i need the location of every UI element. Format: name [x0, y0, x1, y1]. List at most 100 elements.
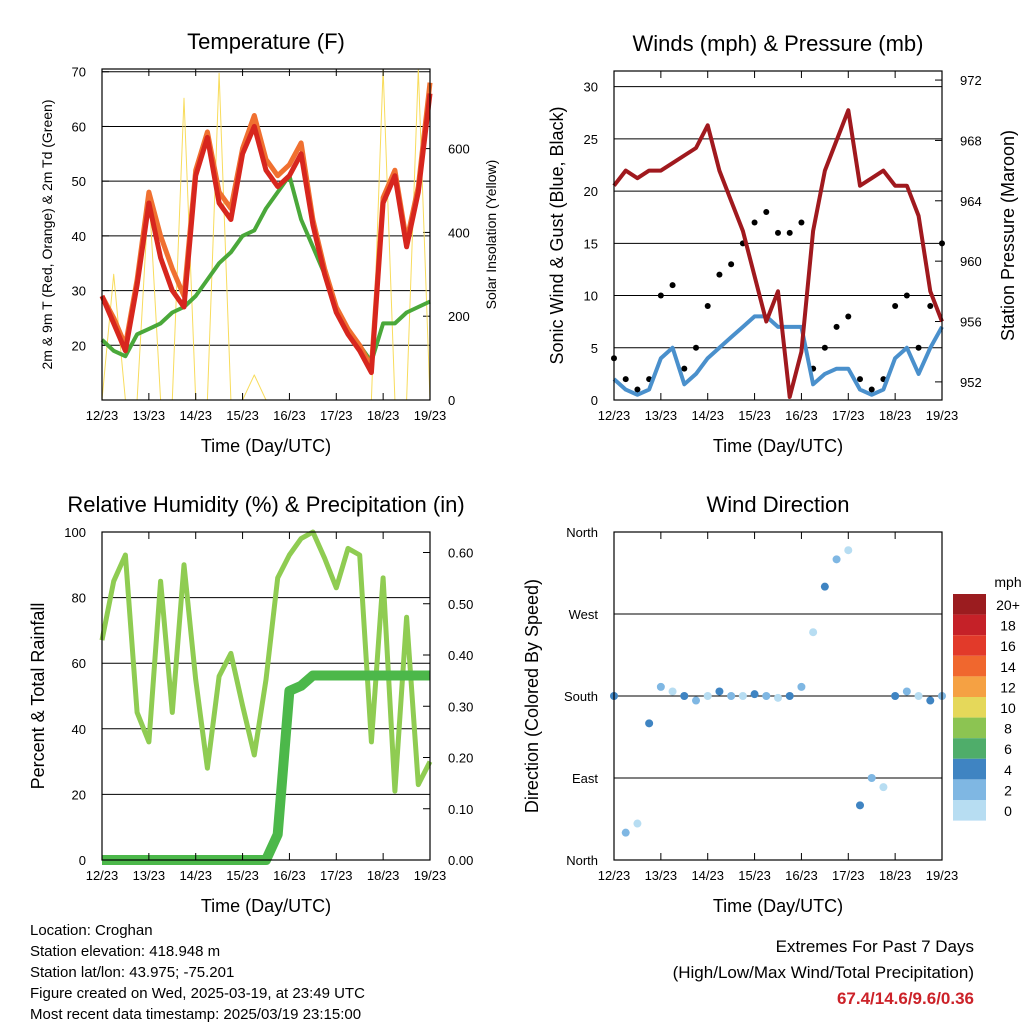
direction-point	[715, 687, 724, 696]
direction-point	[762, 692, 771, 700]
y2-tick-label: 960	[960, 254, 982, 269]
station-info: Location: Croghan Station elevation: 418…	[30, 920, 365, 1025]
direction-point	[656, 682, 665, 691]
direction-point	[633, 819, 642, 828]
colorbar-swatch	[953, 676, 986, 697]
x-tick-label: 12/23	[598, 868, 631, 883]
y-tick-label: 20	[584, 184, 598, 199]
gust-point	[892, 303, 899, 309]
extremes-subtitle: (High/Low/Max Wind/Total Precipitation)	[672, 963, 974, 982]
gust-point	[775, 229, 781, 236]
chart-title-2: Relative Humidity (%) & Precipitation (i…	[67, 492, 464, 517]
series-sonic-wind	[612, 314, 944, 397]
colorbar-label: 8	[1004, 721, 1012, 737]
x-axis-label-0: Time (Day/UTC)	[201, 436, 331, 456]
gust-point	[763, 209, 770, 215]
y2-tick-label: 400	[448, 225, 470, 240]
y-tick-label: 50	[72, 174, 86, 189]
direction-point	[809, 628, 818, 637]
y2-tick-label: 968	[960, 133, 982, 148]
x-tick-label: 19/23	[926, 868, 959, 883]
colorbar-swatch	[953, 758, 986, 780]
x-tick-label: 12/23	[598, 408, 631, 423]
y-axis-label-3: Direction (Colored By Speed)	[522, 579, 542, 813]
colorbar-label: 12	[1000, 679, 1016, 695]
plot-frame-1	[613, 70, 943, 401]
gust-point	[915, 344, 922, 351]
x-tick-label: 15/23	[738, 868, 771, 883]
colorbar-label: 6	[1004, 741, 1012, 757]
direction-point	[797, 682, 806, 691]
direction-point	[785, 692, 794, 700]
x-tick-label: 18/23	[367, 408, 400, 423]
y-tick-label: 60	[72, 119, 86, 134]
direction-point	[727, 692, 736, 700]
y-axis-label-2: Percent & Total Rainfall	[28, 603, 48, 790]
x-tick-label: 13/23	[645, 408, 678, 423]
x-tick-label: 12/23	[86, 408, 119, 423]
gust-point	[669, 282, 676, 289]
y-tick-label: 100	[64, 525, 86, 540]
colorbar-swatch	[953, 738, 986, 759]
y2-tick-label: 0.20	[448, 751, 473, 766]
gust-point	[751, 219, 758, 226]
colorbar-swatch	[953, 655, 986, 677]
x-tick-label: 16/23	[273, 868, 306, 883]
y2-axis-label-1: Station Pressure (Maroon)	[998, 130, 1018, 341]
series-temp-2m	[99, 93, 433, 376]
colorbar-swatch	[953, 594, 986, 615]
direction-point	[668, 687, 677, 696]
colorbar-label: 16	[1000, 638, 1016, 654]
chart-title-1: Winds (mph) & Pressure (mb)	[633, 31, 924, 56]
x-tick-label: 18/23	[367, 868, 400, 883]
x-tick-label: 16/23	[785, 868, 818, 883]
gust-point	[693, 344, 699, 351]
x-tick-label: 17/23	[832, 408, 865, 423]
x-tick-label: 15/23	[226, 868, 259, 883]
y-tick-label: 30	[72, 284, 86, 299]
y-tick-label: 0	[79, 853, 86, 868]
y2-tick-label: 0.10	[448, 802, 473, 817]
series-relative-humidity	[99, 529, 433, 794]
plot-frame-0	[101, 68, 431, 401]
direction-point	[879, 783, 888, 792]
y-tick-label: 30	[584, 80, 598, 95]
direction-point	[703, 692, 712, 700]
colorbar-label: 14	[1000, 659, 1016, 675]
extremes-values: 67.4/14.6/9.6/0.36	[836, 989, 974, 1008]
direction-point	[856, 801, 864, 810]
y-tick-label: 70	[72, 65, 86, 80]
extremes-block: Extremes For Past 7 Days (High/Low/Max W…	[673, 934, 974, 1012]
extremes-title: Extremes For Past 7 Days	[775, 937, 974, 956]
colorbar-label: 10	[1000, 700, 1016, 716]
gust-point	[657, 292, 664, 299]
direction-point	[902, 687, 911, 696]
gust-point	[716, 271, 723, 278]
elevation-text: Station elevation: 418.948 m	[30, 943, 221, 960]
chart-title-0: Temperature (F)	[187, 29, 345, 54]
direction-point	[621, 828, 630, 837]
x-tick-label: 19/23	[414, 868, 447, 883]
y-tick-label: 25	[584, 132, 598, 147]
y2-tick-label: 0.50	[448, 597, 473, 612]
y2-tick-label: 956	[960, 315, 982, 330]
x-tick-label: 13/23	[133, 868, 166, 883]
y2-tick-label: 0.00	[448, 853, 473, 868]
y2-tick-label: 964	[960, 194, 982, 209]
y2-tick-label: 600	[448, 142, 470, 157]
y-tick-label: South	[564, 689, 598, 704]
y-tick-label: East	[572, 771, 598, 786]
location-text: Location: Croghan	[30, 922, 153, 939]
direction-point	[774, 693, 782, 702]
gust-point	[903, 292, 910, 299]
recent-timestamp-text: Most recent data timestamp: 2025/03/19 2…	[30, 1006, 362, 1023]
x-tick-label: 17/23	[320, 868, 353, 883]
gust-point	[622, 376, 629, 383]
x-tick-label: 14/23	[691, 408, 724, 423]
y-tick-label: 15	[584, 236, 598, 251]
gust-point	[927, 303, 934, 309]
gust-point	[821, 344, 828, 351]
y-tick-label: 80	[72, 591, 86, 606]
x-axis-label-1: Time (Day/UTC)	[713, 436, 843, 456]
y-tick-label: 0	[591, 393, 598, 408]
